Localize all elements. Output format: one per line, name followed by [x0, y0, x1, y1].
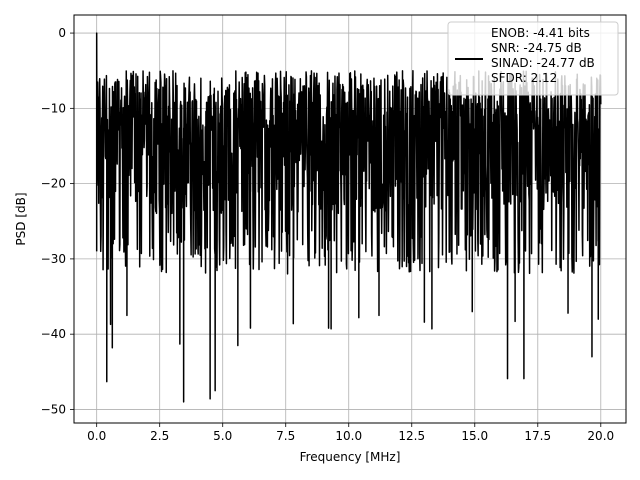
y-tick-label: −20	[41, 177, 66, 191]
x-tick-label: 5.0	[213, 429, 232, 443]
y-tick-label: 0	[58, 26, 66, 40]
axes-frame	[73, 14, 627, 424]
plot-area	[95, 32, 602, 403]
x-axis-label: Frequency [MHz]	[300, 450, 401, 464]
legend-entry-line: ENOB: -4.41 bits	[491, 26, 590, 40]
legend-entry-line: SFDR: 2.12	[491, 71, 557, 85]
y-axis-label: PSD [dB]	[14, 192, 28, 245]
y-tick-label: −10	[41, 101, 66, 115]
legend-entry-line: SNR: -24.75 dB	[491, 41, 582, 55]
x-tick-label: 15.0	[461, 429, 488, 443]
psd-series-line	[95, 32, 602, 403]
y-tick-label: −30	[41, 252, 66, 266]
x-tick-label: 7.5	[276, 429, 295, 443]
x-tick-label: 2.5	[150, 429, 169, 443]
x-tick-label: 12.5	[398, 429, 425, 443]
x-tick-label: 0.0	[87, 429, 106, 443]
x-tick-label: 20.0	[587, 429, 614, 443]
y-axis-ticks: 0 −10 −20 −30 −40 −50	[41, 26, 74, 416]
legend-box	[447, 21, 619, 96]
x-tick-label: 10.0	[335, 429, 362, 443]
y-tick-label: −40	[41, 327, 66, 341]
legend-entry-line: SINAD: -24.77 dB	[491, 56, 595, 70]
x-axis-ticks: 0.0 2.5 5.0 7.5 10.0 12.5 15.0 17.5 20.0	[87, 423, 614, 443]
y-tick-label: −50	[41, 402, 66, 416]
x-tick-label: 17.5	[524, 429, 551, 443]
